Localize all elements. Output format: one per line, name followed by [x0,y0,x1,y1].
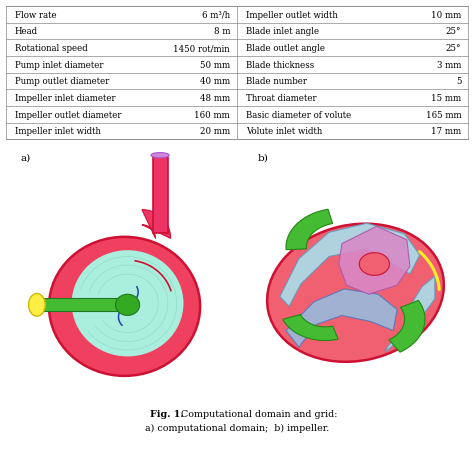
Text: 40 mm: 40 mm [200,77,230,86]
Text: 5: 5 [456,77,461,86]
Text: 20 mm: 20 mm [200,127,230,136]
Polygon shape [339,227,410,295]
Text: Impeller outlet diameter: Impeller outlet diameter [15,111,121,119]
Polygon shape [37,299,128,312]
Ellipse shape [28,294,45,317]
Text: 165 mm: 165 mm [426,111,461,119]
Text: b): b) [257,154,268,162]
Text: Head: Head [15,28,38,36]
Text: 50 mm: 50 mm [200,61,230,70]
Text: Impeller inlet width: Impeller inlet width [15,127,101,136]
Ellipse shape [116,295,140,316]
Text: 15 mm: 15 mm [431,94,461,103]
Polygon shape [153,158,168,234]
Ellipse shape [49,237,200,376]
Polygon shape [389,301,425,353]
Ellipse shape [151,153,169,158]
Polygon shape [286,210,333,250]
Text: 160 mm: 160 mm [194,111,230,119]
Text: 10 mm: 10 mm [431,11,461,20]
Text: 8 m: 8 m [214,28,230,36]
Text: Impeller inlet diameter: Impeller inlet diameter [15,94,116,103]
Text: Pump inlet diameter: Pump inlet diameter [15,61,103,70]
Text: 6 m³/h: 6 m³/h [202,11,230,20]
Polygon shape [386,276,435,352]
Text: a): a) [20,154,30,162]
Text: Pump outlet diameter: Pump outlet diameter [15,77,109,86]
Text: 48 mm: 48 mm [200,94,230,103]
Polygon shape [283,315,338,341]
Polygon shape [286,289,397,347]
Ellipse shape [359,253,390,276]
Polygon shape [280,224,420,307]
Text: 1450 rot/min: 1450 rot/min [173,44,230,53]
Text: 3 mm: 3 mm [437,61,461,70]
Text: Flow rate: Flow rate [15,11,56,20]
Ellipse shape [267,224,444,362]
Text: 25°: 25° [446,44,461,53]
Text: a) computational domain;  b) impeller.: a) computational domain; b) impeller. [145,423,329,432]
Text: Volute inlet width: Volute inlet width [246,127,322,136]
Text: Rotational speed: Rotational speed [15,44,88,53]
Text: Impeller outlet width: Impeller outlet width [246,11,338,20]
Text: Computational domain and grid:: Computational domain and grid: [178,409,337,419]
Text: 25°: 25° [446,28,461,36]
Text: Throat diameter: Throat diameter [246,94,317,103]
Text: Basic diameter of volute: Basic diameter of volute [246,111,352,119]
Text: Blade thickness: Blade thickness [246,61,315,70]
Text: Blade outlet angle: Blade outlet angle [246,44,325,53]
Ellipse shape [72,251,183,357]
Text: Blade number: Blade number [246,77,307,86]
Text: Blade inlet angle: Blade inlet angle [246,28,319,36]
Text: Fig. 1.: Fig. 1. [150,409,184,419]
Text: 17 mm: 17 mm [431,127,461,136]
Polygon shape [142,210,171,239]
